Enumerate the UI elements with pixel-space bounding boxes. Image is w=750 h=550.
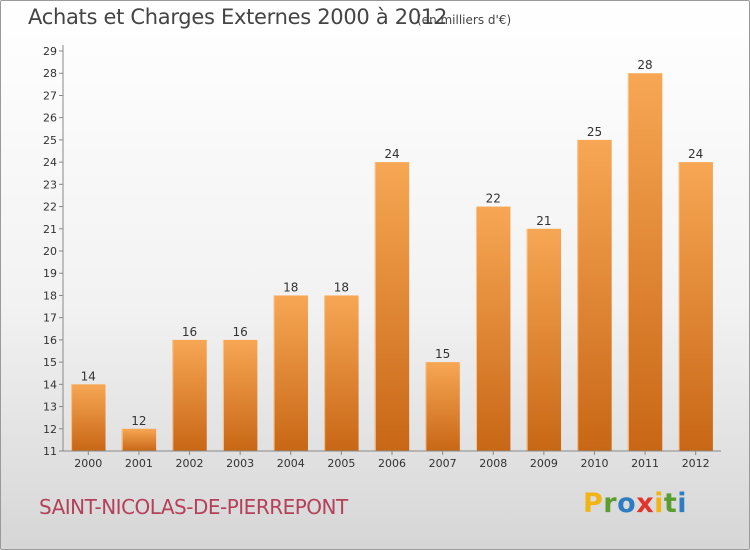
x-tick-label: 2004 [277,457,305,470]
proxiti-logo: Proxiti [583,488,687,519]
bar-chart: 11 12 13 14 15 16 17 18 19 20 21 22 23 24 25 26 27 28 29 1… [43,45,721,470]
bar [627,73,663,451]
logo-letter: i [654,488,664,519]
y-tick-label: 29 [43,45,57,58]
bar [476,206,511,451]
y-tick-label: 11 [43,445,57,458]
y-tick-label: 16 [43,334,57,347]
x-tick-label: 2007 [429,457,457,470]
data-label: 21 [536,214,551,228]
data-label: 16 [233,325,248,339]
logo-letter: P [583,488,604,519]
x-tick-label: 2000 [74,457,102,470]
x-tick-label: 2011 [631,457,659,470]
x-tick-label: 2006 [378,457,406,470]
data-label: 24 [384,147,399,161]
bar [374,162,410,451]
data-label: 16 [182,325,197,339]
commune-name: SAINT-NICOLAS-DE-PIERREPONT [39,495,348,519]
bar [577,139,612,451]
logo-letter: o [617,488,637,519]
y-tick-label: 24 [43,156,57,169]
x-tick-label: 2005 [327,457,355,470]
bar [526,228,562,451]
data-label: 18 [283,280,298,294]
y-tick-label: 14 [43,378,57,391]
logo-letter: i [677,488,688,519]
x-tick-label: 2008 [479,457,507,470]
x-tick-label: 2012 [682,457,710,470]
x-tick-label: 2009 [530,457,558,470]
x-tick-label: 2010 [580,457,608,470]
bar [121,428,157,451]
data-label: 15 [435,347,450,361]
bar [324,295,359,451]
bar [71,384,106,451]
y-tick-label: 21 [43,223,57,236]
y-tick-label: 15 [43,356,57,369]
logo-letter: t [663,488,678,519]
y-tick-label: 13 [43,401,57,414]
x-tick-label: 2001 [125,457,153,470]
bar [172,339,207,451]
data-label: 24 [688,147,703,161]
y-tick-label: 26 [43,112,57,125]
y-tick-label: 25 [43,134,57,147]
data-label: 28 [637,58,652,72]
chart-unit: (en milliers d'€) [417,13,512,27]
data-label: 14 [81,369,96,383]
y-tick-label: 23 [43,178,57,191]
logo-letter: x [636,488,655,519]
data-label: 12 [131,414,146,428]
y-tick-label: 19 [43,267,57,280]
data-label: 25 [587,125,602,139]
x-tick-label: 2002 [176,457,204,470]
y-tick-label: 27 [43,89,57,102]
data-label: 18 [334,280,349,294]
x-tick-label: 2003 [226,457,254,470]
y-tick-label: 12 [43,423,57,436]
logo-letter: r [603,488,618,519]
y-tick-label: 18 [43,289,57,302]
y-tick-label: 28 [43,67,57,80]
data-label: 22 [486,192,501,206]
y-tick-label: 17 [43,312,57,325]
bar [678,162,713,451]
y-tick-label: 20 [43,245,57,258]
y-tick-label: 22 [43,201,57,214]
bar [222,339,258,451]
chart-title: Achats et Charges Externes 2000 à 2012 [28,5,448,29]
bar [273,295,308,451]
bar [425,362,460,451]
